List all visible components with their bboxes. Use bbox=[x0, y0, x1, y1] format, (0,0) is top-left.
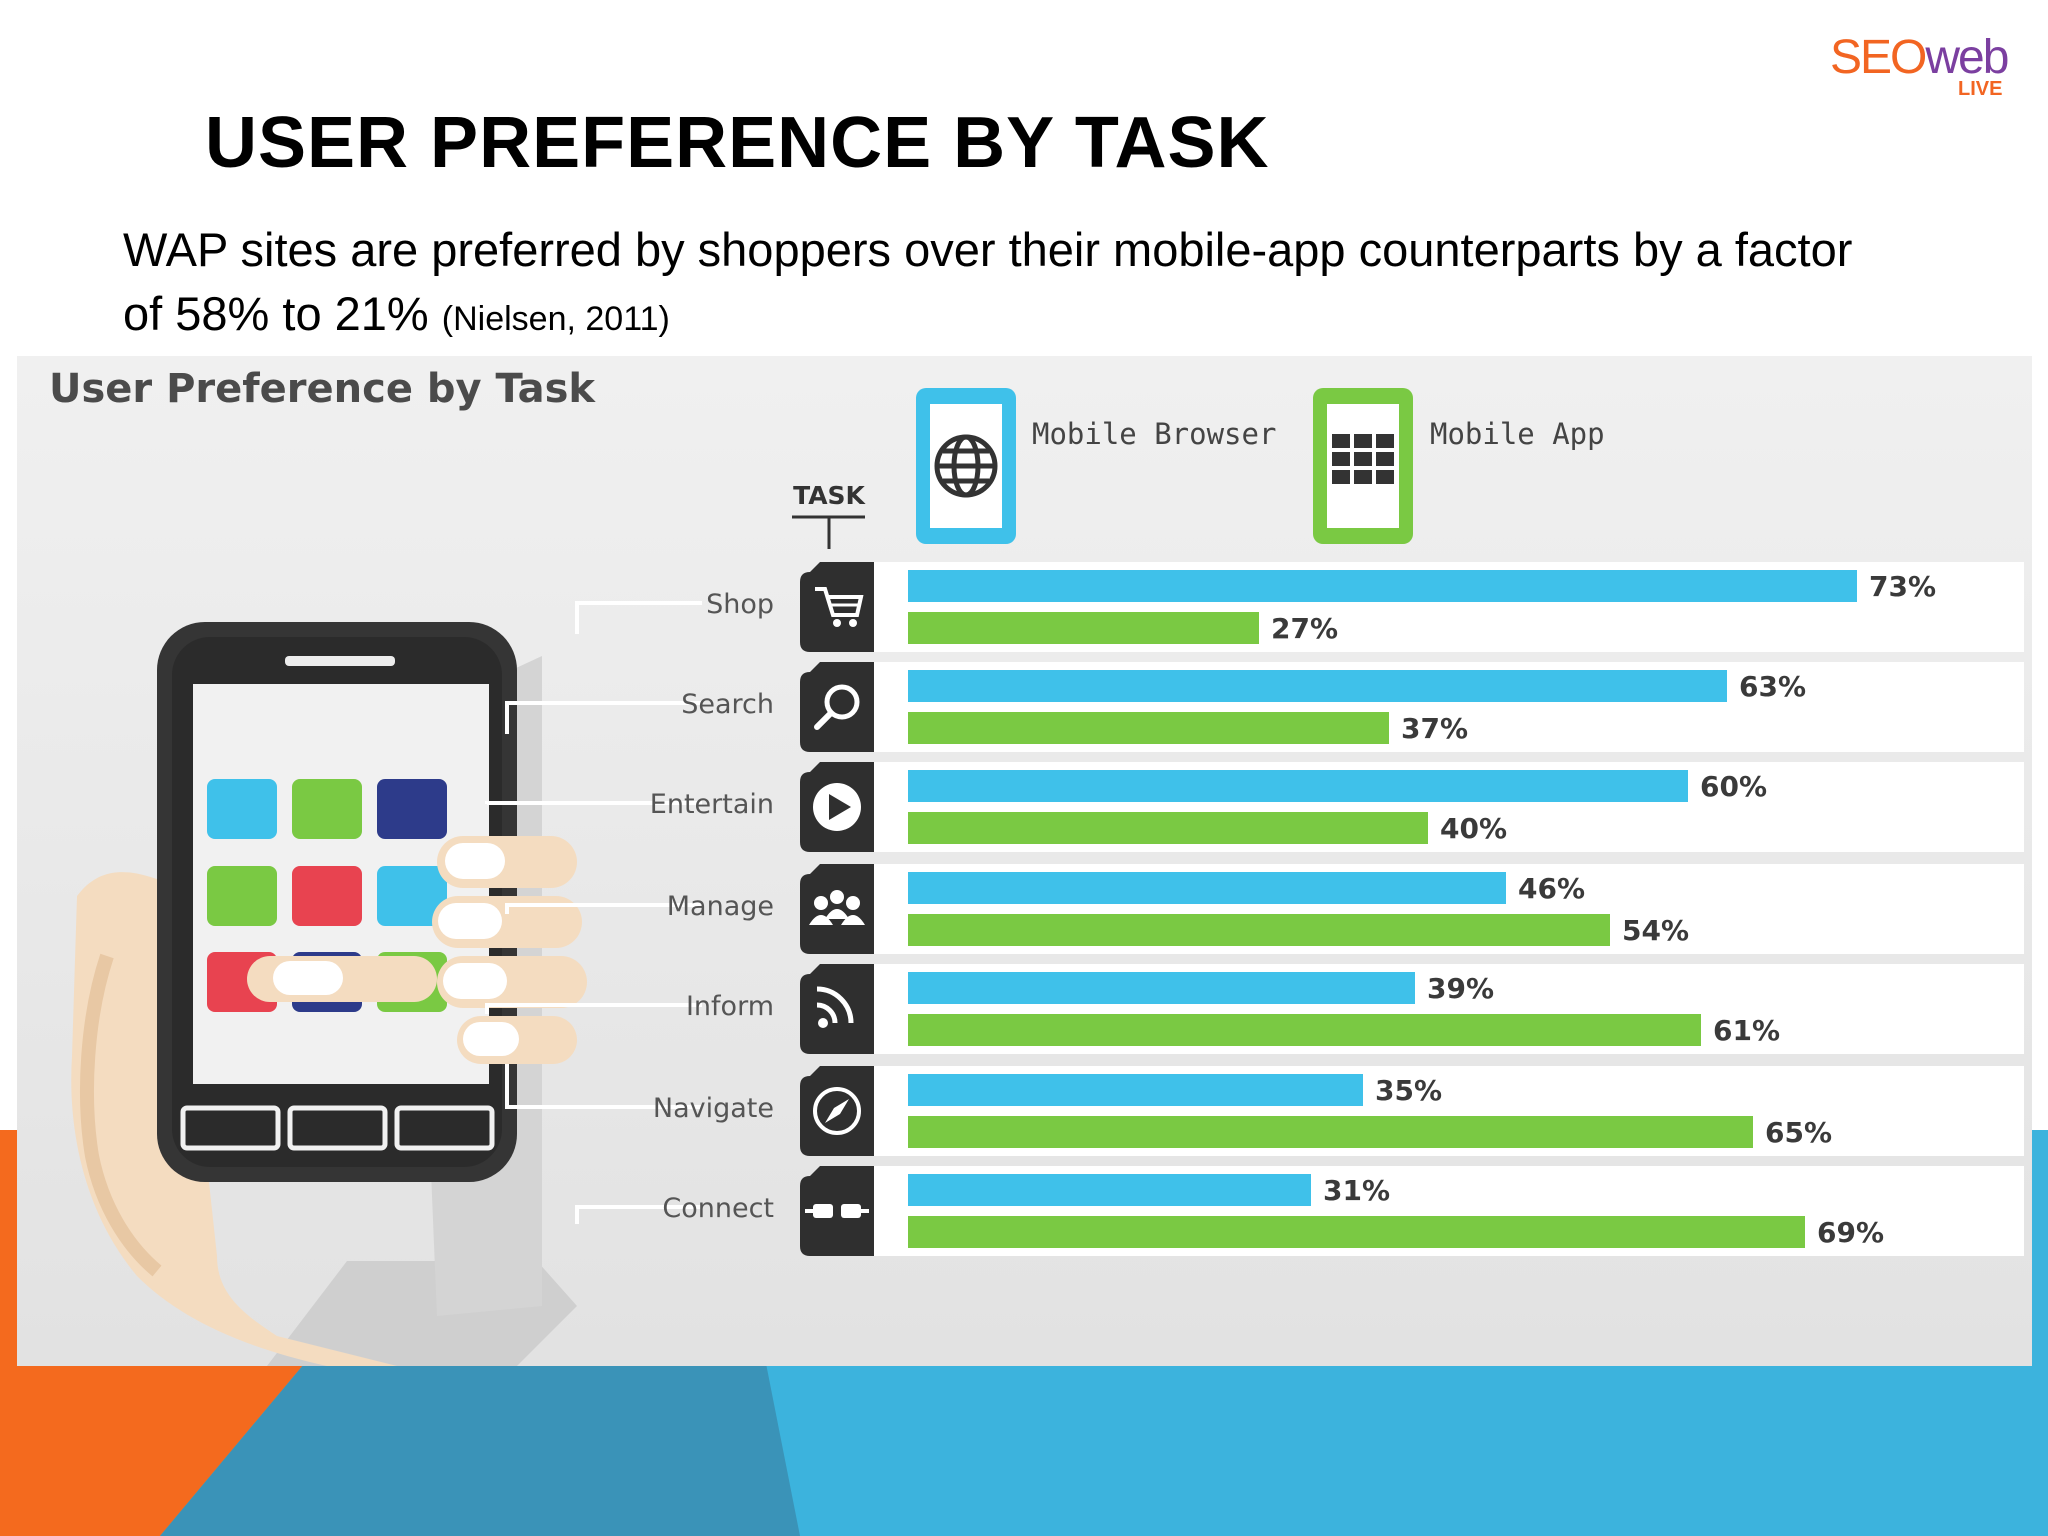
chart-row-manage: Manage 46% 54% bbox=[505, 864, 2024, 954]
citation: (Nielsen, 2011) bbox=[441, 300, 670, 338]
slide-subtitle: WAP sites are preferred by shoppers over… bbox=[123, 218, 1883, 351]
bar-connect-app bbox=[908, 1216, 1805, 1248]
category-label-search: Search bbox=[681, 689, 774, 720]
bar-manage-browser bbox=[908, 872, 1506, 904]
legend-mobile-browser-label: Mobile Browser bbox=[1032, 417, 1276, 451]
value-label-inform-browser: 39% bbox=[1427, 972, 1494, 1005]
play-icon bbox=[800, 762, 874, 852]
app-grid-icon bbox=[1332, 434, 1394, 484]
bar-manage-app bbox=[908, 914, 1610, 946]
bar-entertain-app bbox=[908, 812, 1428, 844]
connector-line-search bbox=[505, 701, 702, 734]
value-label-shop-browser: 73% bbox=[1869, 570, 1936, 603]
value-label-navigate-app: 65% bbox=[1765, 1116, 1832, 1149]
value-label-search-browser: 63% bbox=[1739, 670, 1806, 703]
category-label-inform: Inform bbox=[686, 991, 774, 1022]
chart-row-entertain: Entertain 60% 40% bbox=[485, 762, 2024, 852]
logo-wordmark: SEOweb bbox=[1830, 31, 2009, 84]
bar-search-app bbox=[908, 712, 1389, 744]
value-label-shop-app: 27% bbox=[1271, 612, 1338, 645]
bar-navigate-app bbox=[908, 1116, 1753, 1148]
subtitle-text: WAP sites are preferred by shoppers over… bbox=[123, 223, 1853, 340]
seoweb-live-logo bbox=[1806, 0, 2048, 118]
chart-row-navigate: Navigate 35% 65% bbox=[505, 1064, 2024, 1156]
bar-shop-app bbox=[908, 612, 1259, 644]
chart-row-shop: Shop 73% 27% bbox=[575, 562, 2024, 652]
group-icon bbox=[800, 864, 874, 954]
connector-line-manage bbox=[505, 903, 702, 914]
value-label-search-app: 37% bbox=[1401, 712, 1468, 745]
bar-entertain-browser bbox=[908, 770, 1688, 802]
category-label-shop: Shop bbox=[706, 589, 774, 620]
category-label-manage: Manage bbox=[667, 891, 774, 922]
globe-icon bbox=[934, 434, 998, 498]
category-label-entertain: Entertain bbox=[650, 789, 774, 820]
connector-line-navigate bbox=[505, 1064, 702, 1109]
chart-row-inform: Inform 39% 61% bbox=[485, 964, 2024, 1054]
rss-icon bbox=[800, 964, 874, 1054]
task-axis-label: TASK bbox=[793, 481, 866, 510]
slide-title: USER PREFERENCE BY TASK bbox=[205, 103, 1270, 183]
chart-rows: Shop 73% 27% Search 63% 37% Entertain 60% 40% Man… bbox=[485, 562, 2024, 1256]
chart-row-search: Search 63% 37% bbox=[505, 662, 2024, 752]
bar-inform-browser bbox=[908, 972, 1415, 1004]
bar-navigate-browser bbox=[908, 1074, 1363, 1106]
phone-in-hand-illustration bbox=[71, 622, 587, 1366]
bar-connect-browser bbox=[908, 1174, 1311, 1206]
search-icon bbox=[800, 662, 874, 752]
cart-icon bbox=[800, 562, 874, 652]
logo-live-text: LIVE bbox=[1958, 78, 2003, 100]
user-preference-infographic: User Preference by Task Mobile Browser M… bbox=[17, 356, 2032, 1366]
connector-line-entertain bbox=[485, 801, 702, 805]
bar-search-browser bbox=[908, 670, 1727, 702]
compass-icon bbox=[800, 1066, 874, 1156]
category-label-connect: Connect bbox=[662, 1193, 774, 1224]
connector-line-shop bbox=[575, 601, 702, 634]
connector-line-connect bbox=[575, 1205, 702, 1224]
chart-title: User Preference by Task bbox=[49, 366, 596, 412]
value-label-entertain-app: 40% bbox=[1440, 812, 1507, 845]
value-label-navigate-browser: 35% bbox=[1375, 1074, 1442, 1107]
bar-inform-app bbox=[908, 1014, 1701, 1046]
legend-mobile-browser: Mobile Browser bbox=[916, 388, 1276, 544]
value-label-entertain-browser: 60% bbox=[1700, 770, 1767, 803]
bar-shop-browser bbox=[908, 570, 1857, 602]
plug-icon bbox=[800, 1166, 874, 1256]
value-label-inform-app: 61% bbox=[1713, 1014, 1780, 1047]
connector-line-inform bbox=[485, 1003, 702, 1014]
chart-row-connect: Connect 31% 69% bbox=[575, 1166, 2024, 1256]
legend-mobile-app: Mobile App bbox=[1313, 388, 1605, 544]
value-label-manage-browser: 46% bbox=[1518, 872, 1585, 905]
value-label-connect-app: 69% bbox=[1817, 1216, 1884, 1249]
legend-mobile-app-label: Mobile App bbox=[1430, 417, 1605, 451]
value-label-connect-browser: 31% bbox=[1323, 1174, 1390, 1207]
value-label-manage-app: 54% bbox=[1622, 914, 1689, 947]
category-label-navigate: Navigate bbox=[653, 1093, 774, 1124]
